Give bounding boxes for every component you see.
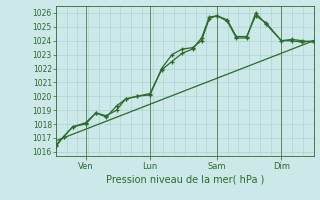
X-axis label: Pression niveau de la mer( hPa ): Pression niveau de la mer( hPa ) bbox=[106, 175, 264, 185]
